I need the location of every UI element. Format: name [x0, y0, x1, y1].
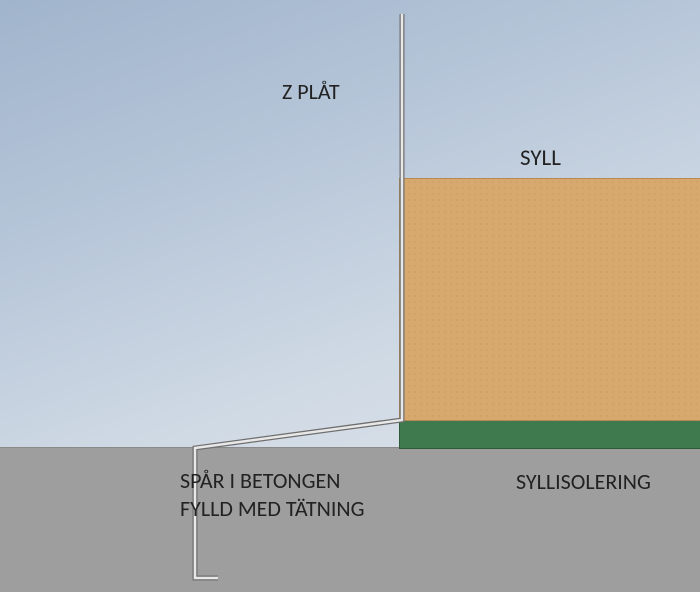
diagram-stage: Z PLÅT SYLL SYLLISOLERING SPÅR I BETONGE…: [0, 0, 700, 592]
label-z-plat: Z PLÅT: [282, 78, 340, 106]
label-spar: SPÅR I BETONGEN FYLLD MED TÄTNING: [180, 467, 364, 522]
label-syllisolering: SYLLISOLERING: [516, 468, 651, 496]
syllisolering-layer: [400, 420, 700, 448]
syll-block: [400, 179, 700, 420]
label-syll: SYLL: [520, 144, 561, 173]
